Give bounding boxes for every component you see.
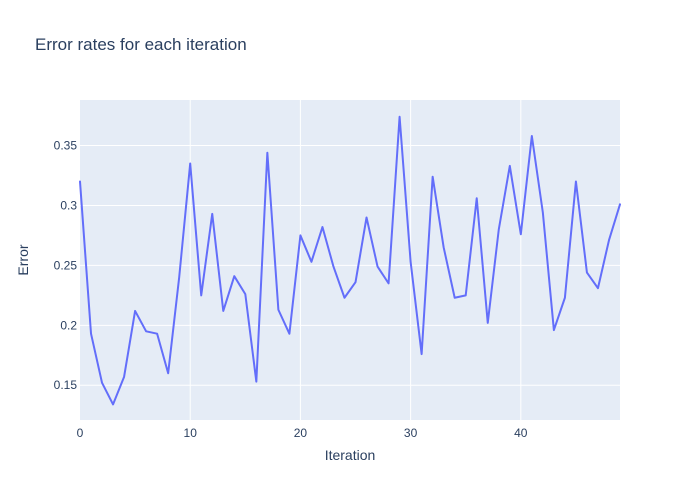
series-line: [79, 115, 621, 406]
y-axis-title: Error: [15, 244, 31, 275]
y-tick-label: 0.2: [60, 318, 77, 332]
x-axis-ticks: 0 10 20 30 40: [77, 426, 528, 440]
y-tick-label: 0.3: [60, 198, 77, 212]
y-tick-label: 0.35: [54, 139, 78, 153]
chart-title: Error rates for each iteration: [35, 35, 247, 54]
x-tick-label: 20: [294, 426, 308, 440]
series-layer: [79, 115, 621, 406]
x-axis-title: Iteration: [325, 447, 376, 463]
x-tick-label: 10: [184, 426, 198, 440]
y-tick-label: 0.15: [54, 378, 78, 392]
y-tick-label: 0.25: [54, 258, 78, 272]
y-axis-ticks: 0.15 0.2 0.25 0.3 0.35: [54, 139, 78, 393]
x-tick-label: 0: [77, 426, 84, 440]
plot-area: [80, 100, 620, 420]
x-tick-label: 30: [404, 426, 418, 440]
x-tick-label: 40: [514, 426, 528, 440]
